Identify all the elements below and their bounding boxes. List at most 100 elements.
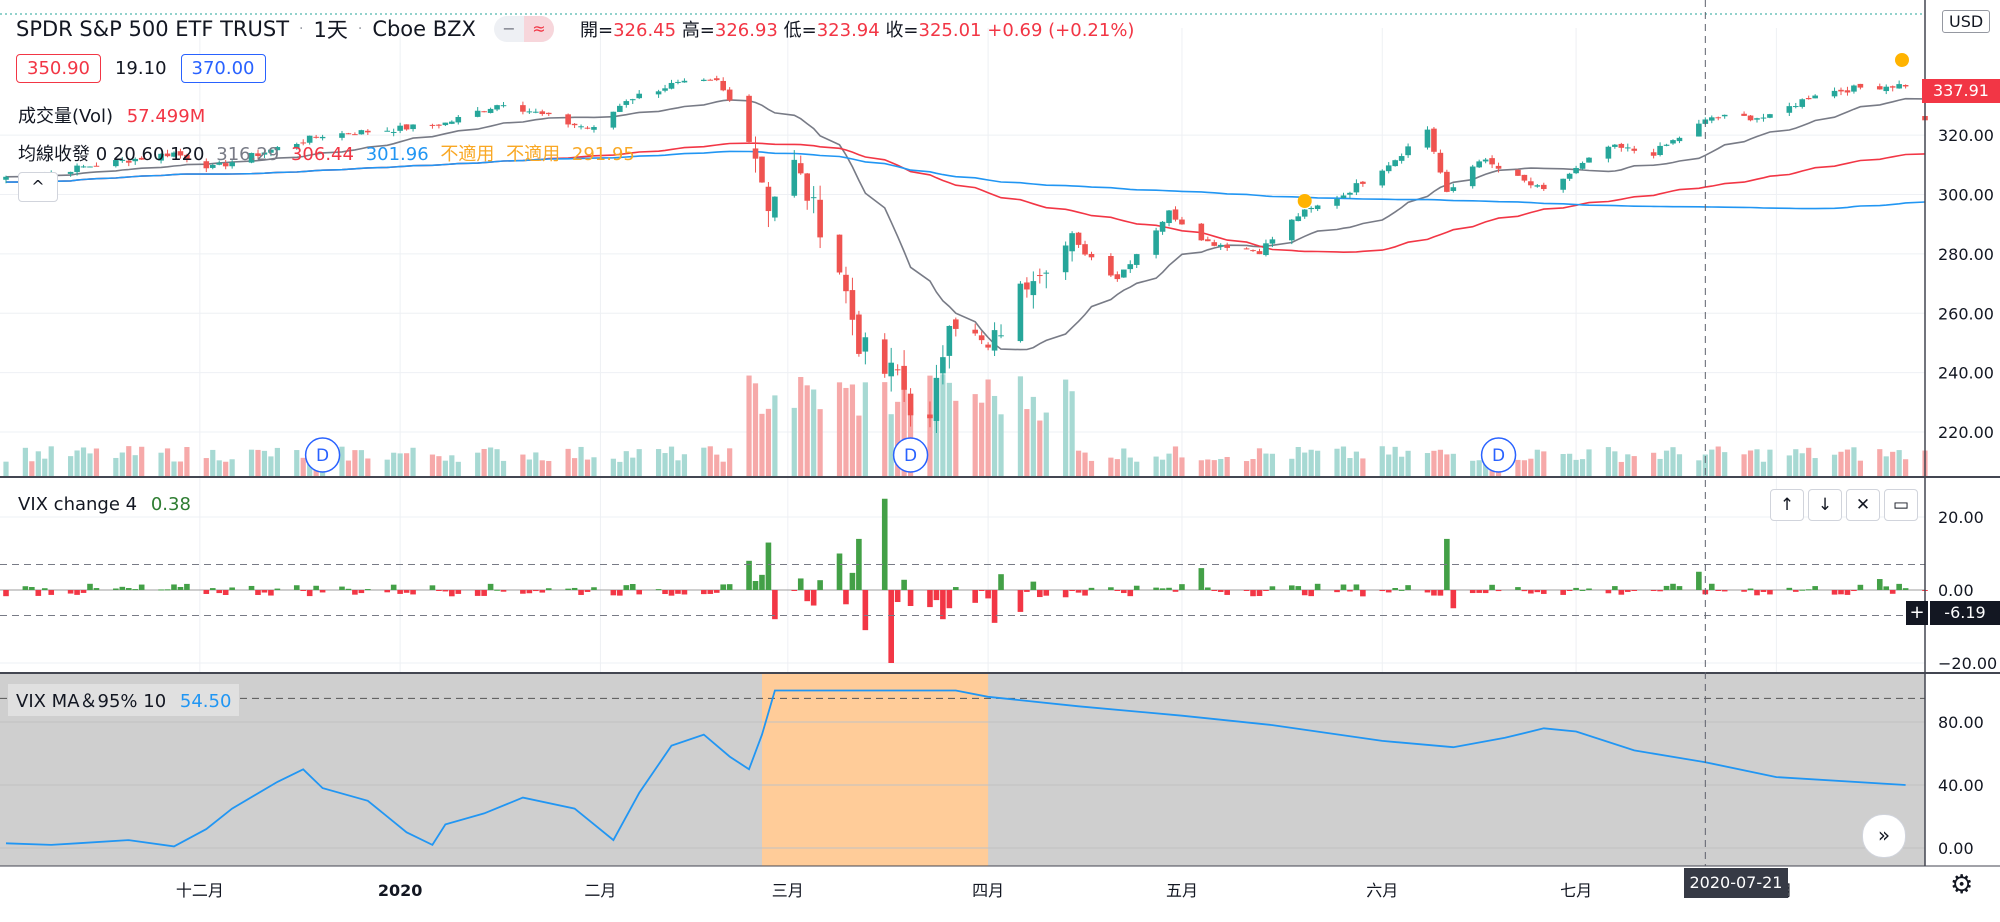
volume-bar bbox=[1560, 454, 1566, 476]
vix-change-bar bbox=[216, 590, 223, 594]
candle-body bbox=[1605, 146, 1612, 159]
price-box-row: 350.90 19.10 370.00 bbox=[16, 54, 266, 83]
vix-change-bar bbox=[1114, 590, 1121, 591]
volume-bar bbox=[1579, 459, 1586, 476]
volume-bar bbox=[610, 458, 616, 476]
vix-change-bar bbox=[1715, 590, 1722, 591]
ma20-line bbox=[5, 97, 1926, 351]
volume-bar bbox=[1521, 460, 1528, 476]
candle-body bbox=[591, 127, 597, 130]
volume-bar bbox=[804, 385, 810, 476]
volume-bar bbox=[1812, 458, 1818, 476]
maximize-pane-button[interactable]: ▭ bbox=[1884, 489, 1918, 521]
candle-body bbox=[358, 130, 365, 135]
candle-body bbox=[1269, 239, 1276, 244]
candle-body bbox=[1444, 171, 1450, 192]
wave-icon[interactable]: ≈ bbox=[523, 16, 554, 42]
arrow-up-icon: ↑ bbox=[1779, 495, 1795, 515]
interval-label[interactable]: 1天 bbox=[313, 18, 348, 42]
vix-change-bar bbox=[765, 542, 772, 590]
vix-change-bar bbox=[1657, 590, 1663, 592]
volume-bar bbox=[80, 447, 87, 476]
volume-bar bbox=[132, 455, 138, 476]
minus-icon[interactable]: − bbox=[502, 19, 516, 38]
candle-body bbox=[487, 108, 494, 113]
candle-body bbox=[1696, 123, 1702, 137]
volume-bar bbox=[546, 460, 552, 476]
volume-bar bbox=[1172, 446, 1179, 476]
candle-body bbox=[1069, 233, 1075, 252]
volume-bar bbox=[475, 452, 481, 476]
vix-change-bar bbox=[836, 553, 843, 590]
vix-change-bar bbox=[248, 585, 255, 590]
vix-change-bar bbox=[1314, 583, 1321, 590]
candle-body bbox=[1741, 113, 1747, 116]
candle-body bbox=[1721, 114, 1728, 117]
vix-change-bar bbox=[1670, 583, 1676, 590]
candle-body bbox=[390, 131, 397, 133]
candles bbox=[3, 75, 1928, 433]
volume-bar bbox=[526, 459, 532, 476]
vix-change-bar bbox=[623, 585, 630, 590]
compare-pill[interactable]: − ≈ bbox=[493, 16, 554, 42]
candle-body bbox=[1889, 86, 1896, 88]
vix-change-bar bbox=[1650, 590, 1657, 591]
move-pane-down-button[interactable]: ↓ bbox=[1808, 489, 1842, 521]
vix-change-bar bbox=[1108, 587, 1114, 590]
volume-bar bbox=[1315, 450, 1321, 476]
ma-value-4: 291.95 bbox=[571, 144, 635, 165]
candle-body bbox=[765, 186, 772, 212]
vix-change-bar bbox=[80, 590, 87, 593]
volume-bar bbox=[746, 375, 752, 476]
collapse-legend-button[interactable]: ^ bbox=[18, 172, 58, 202]
vix-change-bar bbox=[1760, 590, 1767, 592]
vix-change-bar bbox=[1069, 590, 1075, 591]
candle-body bbox=[623, 101, 630, 105]
candle-body bbox=[894, 369, 901, 371]
volume-bar bbox=[991, 395, 998, 476]
vix-ma-tick-label: 0.00 bbox=[1938, 839, 1974, 858]
volume-bar bbox=[48, 446, 54, 476]
buy-price-box[interactable]: 370.00 bbox=[180, 54, 266, 83]
candle-body bbox=[901, 365, 907, 390]
vix-change-bar bbox=[545, 588, 552, 590]
candle-body bbox=[1754, 118, 1760, 120]
volume-bar bbox=[765, 408, 772, 476]
ma120-line bbox=[5, 150, 1926, 210]
move-pane-up-button[interactable]: ↑ bbox=[1770, 489, 1804, 521]
volume-bar bbox=[623, 451, 629, 476]
vix-change-bar bbox=[1385, 590, 1392, 593]
candle-body bbox=[1534, 185, 1541, 187]
currency-button[interactable]: USD bbox=[1942, 10, 1991, 33]
vix-change-bar bbox=[629, 584, 636, 590]
volume-bar bbox=[1392, 446, 1398, 476]
volume-bar bbox=[1399, 456, 1405, 476]
candle-body bbox=[1211, 242, 1218, 246]
symbol-title[interactable]: SPDR S&P 500 ETF TRUST · 1天 · Cboe BZX −… bbox=[16, 14, 554, 44]
vix-change-current-tag: -6.19 bbox=[1930, 601, 2000, 625]
volume-bar bbox=[436, 456, 442, 476]
volume-bar bbox=[1037, 420, 1043, 476]
vix-change-bar bbox=[881, 498, 888, 590]
high-label: 高= bbox=[681, 20, 715, 41]
gear-icon[interactable]: ⚙ bbox=[1950, 870, 1974, 900]
add-line-plus-icon[interactable]: + bbox=[1906, 601, 1928, 625]
vix-change-bar bbox=[487, 583, 494, 590]
close-pane-button[interactable]: ✕ bbox=[1846, 489, 1880, 521]
volume-bar bbox=[1405, 450, 1411, 476]
volume-bar bbox=[1844, 449, 1851, 476]
vix-change-bar bbox=[1127, 590, 1134, 597]
vix-change-bar bbox=[1605, 590, 1612, 594]
vix-change-bar bbox=[429, 585, 436, 590]
sell-price-box[interactable]: 350.90 bbox=[16, 54, 101, 83]
volume-bar bbox=[1676, 454, 1683, 476]
price-tick-label: 280.00 bbox=[1938, 245, 1994, 264]
vix-change-tick-label: −20.00 bbox=[1938, 654, 1997, 673]
vix-change-bar bbox=[1799, 589, 1806, 591]
vix-change-bar bbox=[1334, 590, 1340, 593]
candle-body bbox=[1663, 144, 1670, 146]
scroll-to-realtime-button[interactable]: » bbox=[1862, 814, 1906, 858]
volume-bar bbox=[901, 381, 907, 476]
volume-bar bbox=[1903, 459, 1909, 476]
